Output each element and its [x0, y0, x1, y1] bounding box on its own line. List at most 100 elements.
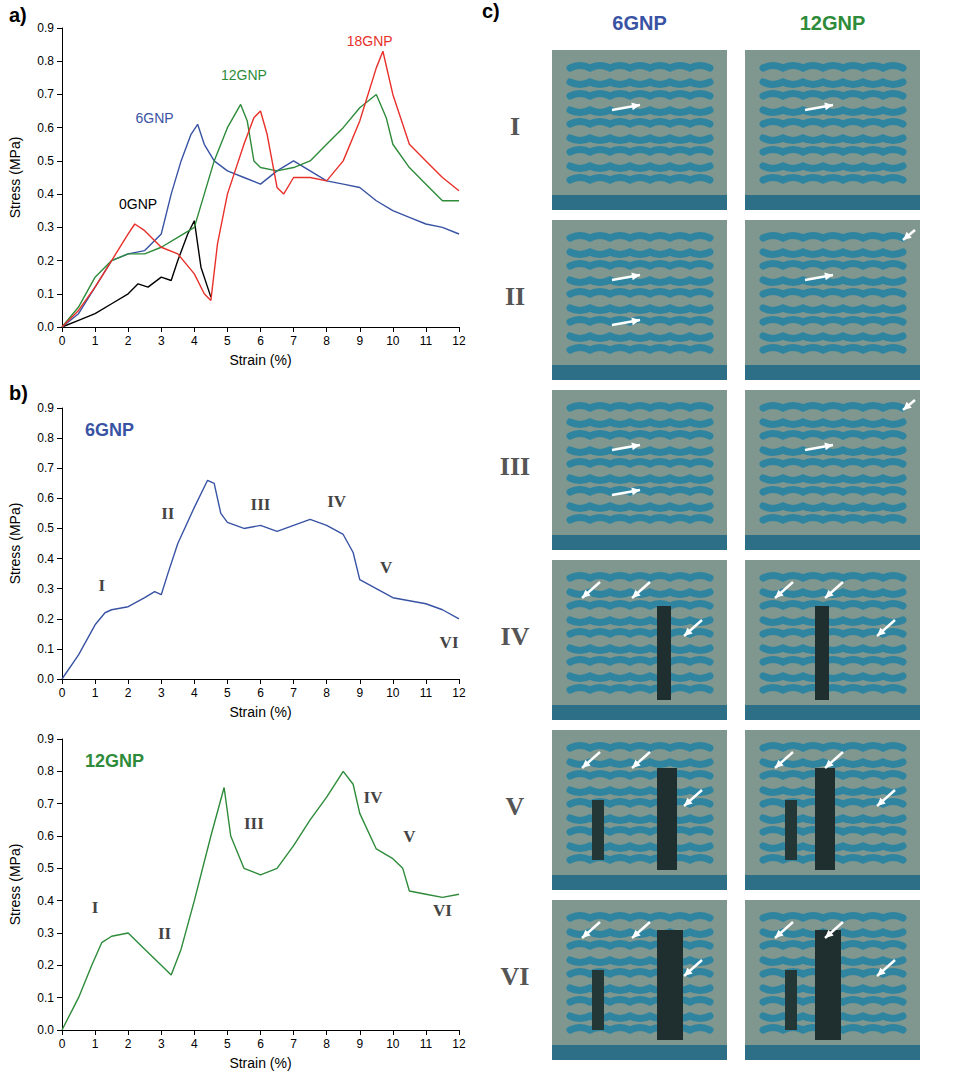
svg-text:III: III — [244, 814, 264, 833]
svg-text:0GNP: 0GNP — [119, 196, 157, 212]
svg-text:0.6: 0.6 — [37, 491, 54, 505]
svg-text:0: 0 — [59, 334, 66, 348]
svg-text:0.6: 0.6 — [37, 121, 54, 135]
svg-text:VI: VI — [440, 633, 459, 652]
svg-text:18GNP: 18GNP — [347, 33, 393, 49]
svg-text:7: 7 — [290, 1037, 297, 1051]
svg-text:VI: VI — [433, 901, 452, 920]
svg-text:0.7: 0.7 — [37, 87, 54, 101]
svg-text:III: III — [251, 495, 271, 514]
svg-text:0: 0 — [59, 1037, 66, 1051]
svg-text:11: 11 — [420, 686, 433, 700]
svg-text:0.3: 0.3 — [37, 926, 54, 940]
svg-text:10: 10 — [386, 686, 400, 700]
svg-text:0.9: 0.9 — [37, 732, 54, 746]
svg-text:II: II — [158, 924, 172, 943]
svg-text:8: 8 — [323, 334, 330, 348]
svg-text:V: V — [403, 827, 416, 846]
svg-text:0.4: 0.4 — [37, 894, 54, 908]
svg-text:12GNP: 12GNP — [85, 751, 144, 771]
svg-text:IV: IV — [364, 788, 384, 807]
svg-text:0.2: 0.2 — [37, 612, 54, 626]
svg-text:7: 7 — [290, 686, 297, 700]
svg-text:Strain (%): Strain (%) — [229, 704, 291, 720]
svg-text:0.0: 0.0 — [37, 320, 54, 334]
svg-text:1: 1 — [92, 1037, 99, 1051]
svg-text:Stress (MPa): Stress (MPa) — [7, 503, 23, 585]
svg-text:9: 9 — [356, 1037, 363, 1051]
svg-text:10: 10 — [386, 1037, 400, 1051]
svg-text:0.8: 0.8 — [37, 431, 54, 445]
svg-text:12GNP: 12GNP — [221, 67, 267, 83]
svg-text:12: 12 — [452, 334, 466, 348]
svg-text:2: 2 — [125, 686, 132, 700]
svg-text:2: 2 — [125, 334, 132, 348]
svg-text:9: 9 — [356, 686, 363, 700]
svg-text:8: 8 — [323, 1037, 330, 1051]
svg-text:0.4: 0.4 — [37, 552, 54, 566]
svg-text:0.4: 0.4 — [37, 187, 54, 201]
svg-text:0.1: 0.1 — [37, 642, 54, 656]
svg-text:0.2: 0.2 — [37, 254, 54, 268]
svg-text:0.7: 0.7 — [37, 797, 54, 811]
svg-text:6: 6 — [257, 334, 264, 348]
svg-text:1: 1 — [92, 334, 99, 348]
svg-text:9: 9 — [356, 334, 363, 348]
svg-text:0.3: 0.3 — [37, 220, 54, 234]
svg-text:3: 3 — [158, 686, 165, 700]
svg-text:5: 5 — [224, 686, 231, 700]
svg-text:6: 6 — [257, 1037, 264, 1051]
svg-text:0.8: 0.8 — [37, 54, 54, 68]
html-text:III: III — [499, 452, 531, 481]
svg-text:0.0: 0.0 — [37, 1023, 54, 1037]
svg-text:0.1: 0.1 — [37, 991, 54, 1005]
svg-text:IV: IV — [327, 492, 347, 511]
svg-text:0.9: 0.9 — [37, 21, 54, 35]
svg-text:I: I — [92, 898, 99, 917]
svg-text:a): a) — [9, 4, 27, 26]
svg-text:10: 10 — [386, 334, 400, 348]
svg-text:12: 12 — [452, 686, 466, 700]
svg-text:Strain (%): Strain (%) — [229, 1055, 291, 1071]
svg-text:V: V — [380, 558, 393, 577]
svg-text:7: 7 — [290, 334, 297, 348]
svg-text:11: 11 — [420, 334, 433, 348]
svg-text:I: I — [98, 576, 105, 595]
svg-text:0.1: 0.1 — [37, 287, 54, 301]
svg-text:0.5: 0.5 — [37, 861, 54, 875]
svg-text:Strain (%): Strain (%) — [229, 352, 291, 368]
svg-text:2: 2 — [125, 1037, 132, 1051]
svg-text:4: 4 — [191, 334, 198, 348]
svg-text:b): b) — [9, 382, 28, 404]
svg-text:0.6: 0.6 — [37, 829, 54, 843]
svg-text:0.8: 0.8 — [37, 764, 54, 778]
svg-text:6GNP: 6GNP — [136, 110, 174, 126]
svg-text:0.5: 0.5 — [37, 154, 54, 168]
svg-text:1: 1 — [92, 686, 99, 700]
svg-text:Stress (MPa): Stress (MPa) — [7, 844, 23, 926]
svg-text:0.2: 0.2 — [37, 958, 54, 972]
svg-text:12: 12 — [452, 1037, 466, 1051]
svg-text:3: 3 — [158, 1037, 165, 1051]
svg-text:II: II — [161, 504, 175, 523]
svg-text:0.3: 0.3 — [37, 582, 54, 596]
html-text:VI: VI — [500, 962, 530, 991]
svg-text:8: 8 — [323, 686, 330, 700]
svg-text:5: 5 — [224, 1037, 231, 1051]
svg-text:6GNP: 6GNP — [85, 420, 134, 440]
svg-text:Stress (MPa): Stress (MPa) — [7, 137, 23, 219]
svg-text:11: 11 — [420, 1037, 433, 1051]
svg-text:4: 4 — [191, 1037, 198, 1051]
svg-text:3: 3 — [158, 334, 165, 348]
svg-text:0.9: 0.9 — [37, 401, 54, 415]
svg-text:6: 6 — [257, 686, 264, 700]
svg-text:5: 5 — [224, 334, 231, 348]
svg-text:0.7: 0.7 — [37, 461, 54, 475]
html-text:12GNP: 12GNP — [799, 12, 866, 34]
html-text:IV: IV — [500, 622, 530, 651]
html-text:6GNP: 6GNP — [612, 12, 667, 34]
svg-text:4: 4 — [191, 686, 198, 700]
svg-text:0.5: 0.5 — [37, 521, 54, 535]
svg-text:0.0: 0.0 — [37, 672, 54, 686]
svg-text:0: 0 — [59, 686, 66, 700]
